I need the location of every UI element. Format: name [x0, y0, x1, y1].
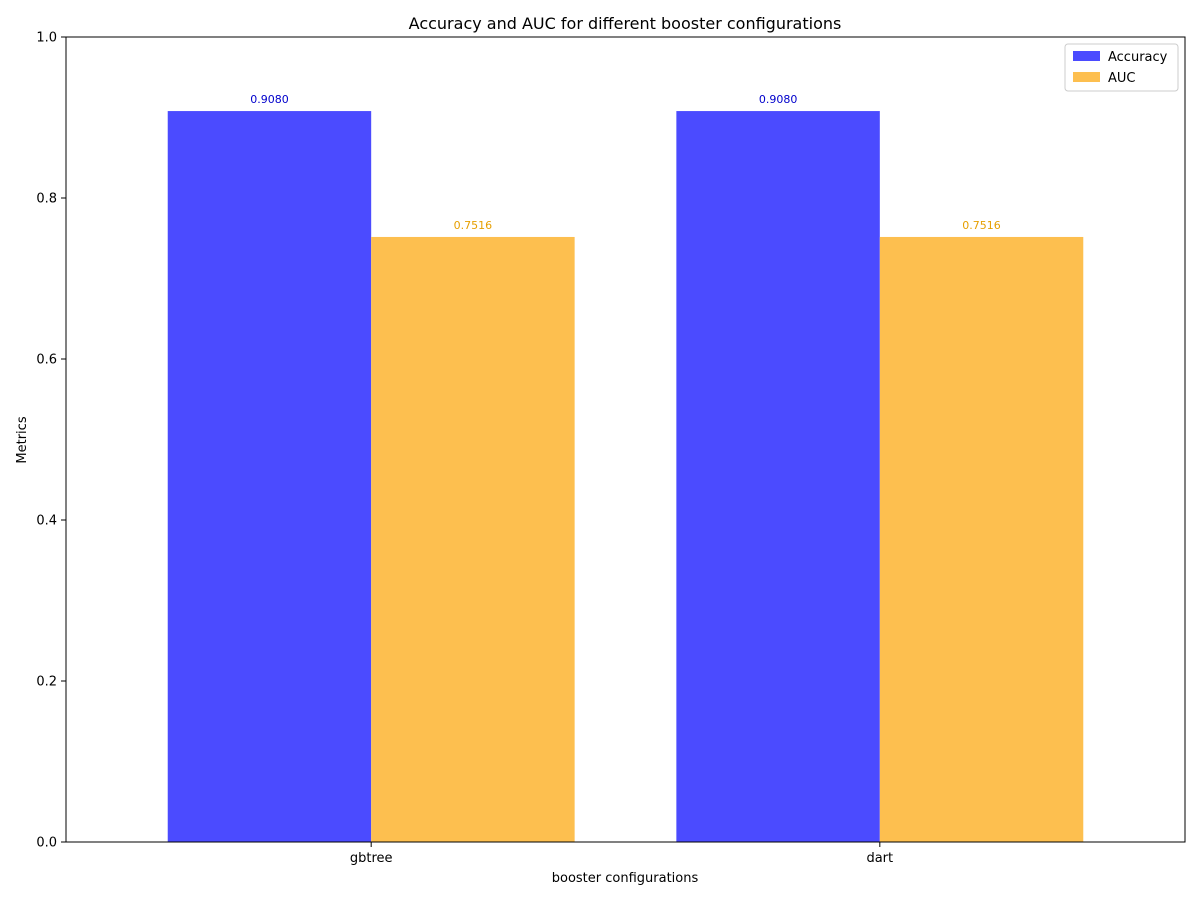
legend: Accuracy AUC	[1064, 43, 1179, 92]
data-label-auc-gbtree: 0.7516	[454, 219, 493, 232]
y-tick-label: 0.8	[36, 192, 57, 207]
legend-swatch-auc	[1073, 72, 1100, 82]
y-tick-label: 0.4	[36, 514, 57, 529]
x-axis-title: booster configurations	[552, 871, 699, 886]
bar-auc-gbtree	[371, 236, 575, 842]
bar-accuracy-dart	[676, 111, 880, 842]
y-tick-label: 0.2	[36, 675, 57, 690]
legend-label-auc: AUC	[1108, 71, 1136, 86]
bar-accuracy-gbtree	[167, 111, 372, 842]
x-tick-label-gbtree: gbtree	[350, 851, 393, 866]
y-axis-title: Metrics	[15, 416, 30, 463]
y-tick-label: 0.6	[36, 353, 57, 368]
bar-auc-dart	[879, 236, 1084, 842]
data-label-auc-dart: 0.7516	[962, 219, 1001, 232]
x-tick-label-dart: dart	[866, 851, 893, 866]
bars-layer: 0.9080 0.9080 0.7516 0.7516	[167, 93, 1084, 842]
legend-label-accuracy: Accuracy	[1108, 50, 1168, 65]
y-tick-label: 0.0	[36, 836, 57, 851]
legend-swatch-accuracy	[1073, 51, 1100, 61]
y-tick-label: 1.0	[36, 31, 57, 46]
data-label-accuracy-gbtree: 0.9080	[250, 93, 289, 106]
chart-title: Accuracy and AUC for different booster c…	[409, 14, 842, 33]
data-label-accuracy-dart: 0.9080	[759, 93, 798, 106]
plot-frame	[65, 36, 1186, 843]
axes-layer: 0.0 0.2 0.4 0.6 0.8 1.0 gbtree dart	[36, 31, 1186, 866]
